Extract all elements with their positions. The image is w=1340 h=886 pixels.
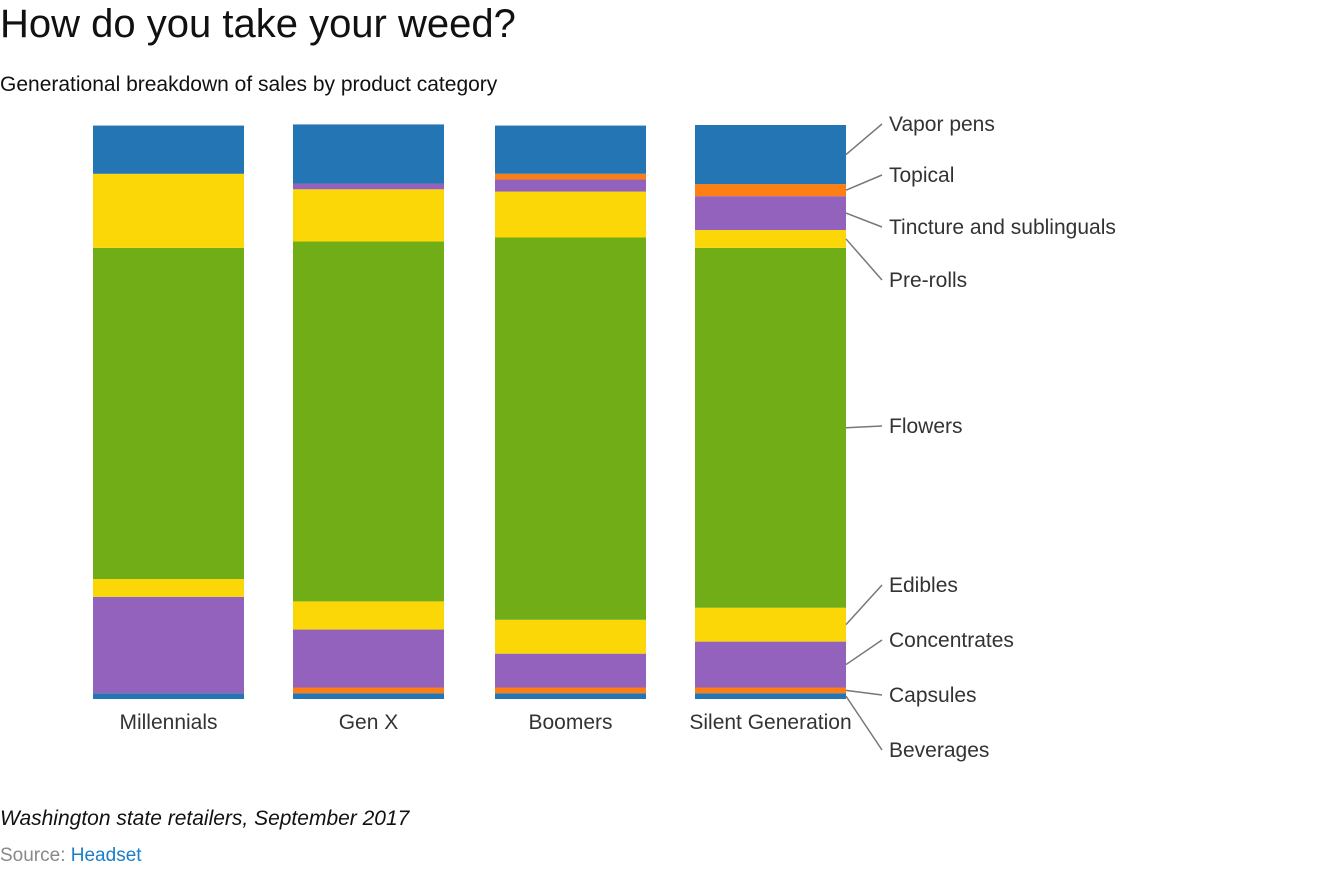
bar-segment-tincture-and-sublinguals — [293, 183, 444, 190]
series-label: Vapor pens — [889, 113, 995, 136]
bar-segment-topical — [495, 173, 646, 180]
bar-segment-edibles — [695, 607, 846, 642]
bar-segment-edibles — [93, 579, 244, 597]
bar-segment-pre-rolls — [495, 191, 646, 238]
bar-segment-concentrates — [93, 596, 244, 694]
bar-segment-concentrates — [293, 629, 444, 688]
footnote: Washington state retailers, September 20… — [0, 807, 410, 830]
bar-segment-flowers — [293, 241, 444, 602]
bar-segment-tincture-and-sublinguals — [495, 179, 646, 192]
chart-subtitle: Generational breakdown of sales by produ… — [0, 73, 498, 96]
bar-segment-edibles — [293, 601, 444, 630]
source-line: Source: Headset — [0, 845, 142, 867]
leader-line — [845, 689, 883, 696]
leader-line — [845, 639, 883, 666]
leader-line — [845, 123, 883, 156]
chart-title: How do you take your weed? — [0, 2, 516, 46]
bar-segment-flowers — [495, 237, 646, 620]
leader-line — [845, 212, 883, 228]
bar-segment-vapor-pens — [695, 125, 846, 185]
x-tick-label: Boomers — [528, 711, 612, 734]
bar-segment-topical — [695, 184, 846, 197]
bar-segment-concentrates — [695, 641, 846, 688]
bar-segment-vapor-pens — [293, 124, 444, 184]
series-label: Pre-rolls — [889, 269, 967, 292]
bar-segment-concentrates — [495, 653, 646, 688]
bar-segment-pre-rolls — [293, 189, 444, 242]
series-label: Edibles — [889, 574, 958, 597]
bar-segment-capsules — [695, 687, 846, 694]
bar-segment-edibles — [495, 619, 646, 654]
bar-segment-pre-rolls — [93, 173, 244, 248]
bar-segment-flowers — [93, 247, 244, 580]
series-label: Tincture and sublinguals — [889, 216, 1116, 239]
x-tick-label: Gen X — [339, 711, 399, 734]
leader-line — [845, 174, 883, 191]
series-label: Concentrates — [889, 629, 1014, 652]
bar-segment-beverages — [93, 693, 244, 699]
series-label: Capsules — [889, 684, 977, 707]
bar-segment-tincture-and-sublinguals — [695, 196, 846, 231]
bar-segment-flowers — [695, 247, 846, 608]
x-tick-label: Millennials — [119, 711, 217, 734]
x-tick-label: Silent Generation — [689, 711, 851, 734]
leader-line — [845, 238, 883, 281]
bar-segment-vapor-pens — [495, 125, 646, 174]
leader-line — [845, 584, 883, 626]
series-label: Topical — [889, 164, 954, 187]
bar-segment-capsules — [293, 687, 444, 694]
source-label: Source: — [0, 845, 66, 866]
bar-segment-vapor-pens — [93, 125, 244, 174]
bar-segment-pre-rolls — [695, 230, 846, 248]
leader-line — [845, 425, 883, 429]
leader-line — [845, 695, 883, 751]
bar-segment-capsules — [495, 687, 646, 694]
bar-segment-beverages — [495, 693, 646, 699]
bar-segment-beverages — [293, 693, 444, 699]
source-link[interactable]: Headset — [70, 845, 142, 866]
series-label: Flowers — [889, 415, 963, 438]
bar-segment-beverages — [695, 693, 846, 699]
series-label: Beverages — [889, 739, 989, 762]
